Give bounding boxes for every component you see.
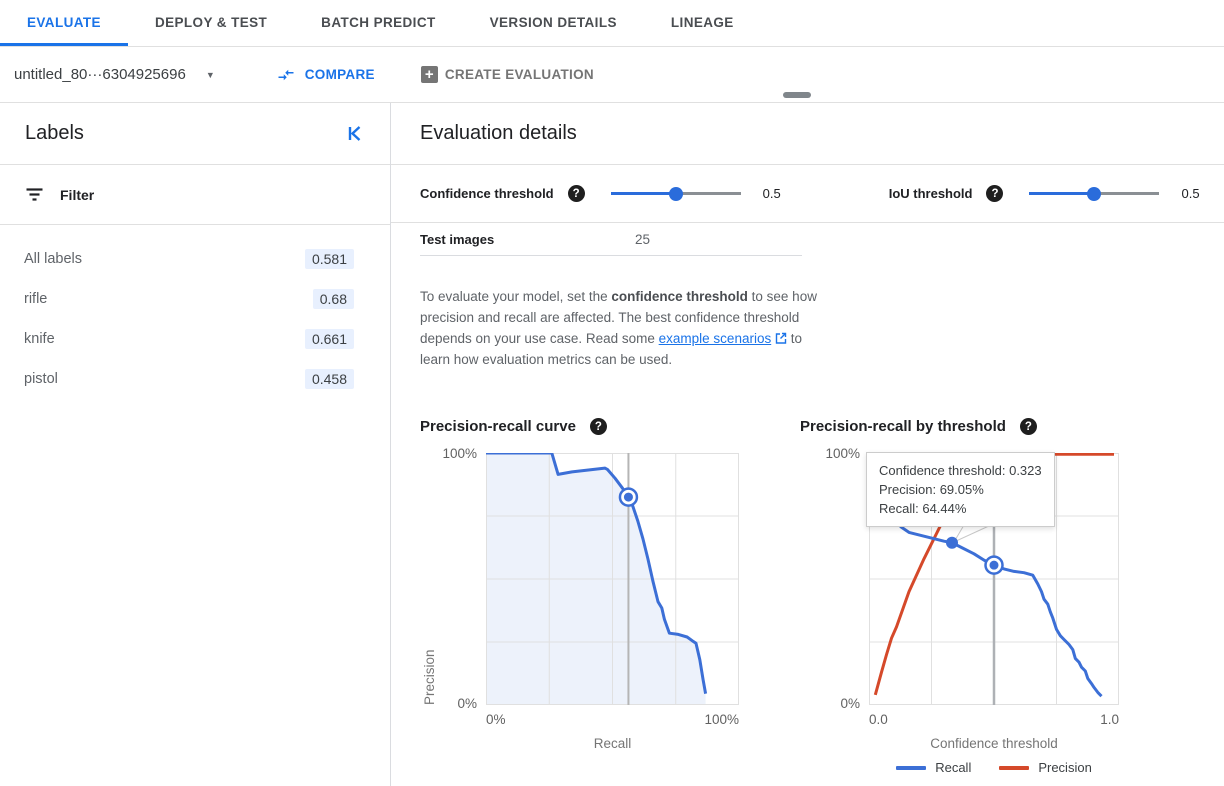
confidence-threshold-slider[interactable] xyxy=(610,186,741,201)
page-title: Evaluation details xyxy=(420,122,577,144)
chart-tooltip: Confidence threshold: 0.323 Precision: 6… xyxy=(866,452,1055,527)
collapse-panel-icon[interactable] xyxy=(346,124,365,143)
slider-thumb[interactable] xyxy=(1087,186,1102,201)
tab-bar: EVALUATE DEPLOY & TEST BATCH PREDICT VER… xyxy=(0,0,1224,47)
help-icon[interactable]: ? xyxy=(567,185,585,202)
label-score: 0.661 xyxy=(304,329,354,349)
threshold-controls: Confidence threshold ? 0.5 IoU threshold… xyxy=(391,165,1224,223)
y-axis-label: Precision xyxy=(422,649,437,705)
model-selector[interactable]: untitled_80···6304925696 ▼ xyxy=(14,66,215,83)
tab-evaluate[interactable]: EVALUATE xyxy=(0,0,128,46)
iou-threshold-group: IoU threshold ? 0.5 xyxy=(889,185,1200,202)
filter-label: Filter xyxy=(60,186,95,203)
legend-recall: Recall xyxy=(896,760,971,775)
x-axis-label: Confidence threshold xyxy=(930,736,1058,751)
label-name: pistol xyxy=(24,371,58,387)
confidence-threshold-group: Confidence threshold ? 0.5 xyxy=(420,185,781,202)
x-tick-100: 100% xyxy=(704,712,739,727)
y-tick-100: 100% xyxy=(442,446,477,461)
example-scenarios-link[interactable]: example scenarios xyxy=(658,331,772,346)
compare-button[interactable]: COMPARE xyxy=(277,66,375,84)
help-icon[interactable]: ? xyxy=(589,418,607,435)
chart-legend: Recall Precision xyxy=(869,760,1119,775)
iou-threshold-label: IoU threshold xyxy=(888,186,973,201)
filter-icon xyxy=(26,188,43,201)
help-icon[interactable]: ? xyxy=(1019,418,1037,435)
external-link-icon xyxy=(775,332,787,344)
toolbar: untitled_80···6304925696 ▼ COMPARE + CRE… xyxy=(0,47,1224,103)
label-row-knife[interactable]: knife 0.661 xyxy=(0,319,390,359)
y-tick-0: 0% xyxy=(457,696,477,711)
evaluation-description: To evaluate your model, set the confiden… xyxy=(420,289,817,367)
label-score: 0.581 xyxy=(304,249,354,269)
evaluation-panel: Evaluation details Confidence threshold … xyxy=(391,103,1224,786)
labels-panel-title: Labels xyxy=(25,122,84,144)
hovered-point-marker xyxy=(946,536,958,549)
test-images-label: Test images xyxy=(420,231,495,247)
precision-line-swatch xyxy=(999,765,1030,770)
filter-row[interactable]: Filter xyxy=(0,165,390,225)
x-tick-0: 0% xyxy=(486,712,506,727)
chart-title: Precision-recall curve xyxy=(420,418,576,435)
pr-threshold-plot[interactable]: Confidence threshold: 0.323 Precision: 6… xyxy=(866,452,1119,705)
iou-threshold-slider[interactable] xyxy=(1029,186,1160,201)
label-score: 0.68 xyxy=(312,289,354,309)
x-axis-label: Recall xyxy=(593,736,632,751)
iou-threshold-value: 0.5 xyxy=(1181,186,1200,201)
label-score: 0.458 xyxy=(304,369,354,389)
recall-line-swatch xyxy=(896,765,927,770)
label-list: All labels 0.581 rifle 0.68 knife 0.661 … xyxy=(0,225,390,399)
drag-handle[interactable] xyxy=(783,92,811,98)
plus-icon: + xyxy=(420,66,438,83)
legend-precision: Precision xyxy=(999,760,1092,775)
label-name: rifle xyxy=(24,291,48,307)
y-tick-0: 0% xyxy=(840,696,860,711)
label-name: All labels xyxy=(24,251,83,267)
test-images-value: 25 xyxy=(635,231,651,247)
compare-arrows-icon xyxy=(278,69,294,80)
help-icon[interactable]: ? xyxy=(986,185,1004,202)
label-row-all-labels[interactable]: All labels 0.581 xyxy=(0,239,390,279)
model-name: untitled_80···6304925696 xyxy=(14,66,186,83)
confidence-threshold-value: 0.5 xyxy=(762,186,781,201)
x-tick-1: 1.0 xyxy=(1100,712,1119,727)
tab-deploy-test[interactable]: DEPLOY & TEST xyxy=(154,15,268,30)
tab-lineage[interactable]: LINEAGE xyxy=(670,15,734,30)
pr-curve-plot[interactable] xyxy=(486,451,739,705)
tab-batch-predict[interactable]: BATCH PREDICT xyxy=(321,15,436,30)
label-name: knife xyxy=(24,331,55,347)
dropdown-arrow-icon: ▼ xyxy=(205,69,215,80)
tab-version-details[interactable]: VERSION DETAILS xyxy=(489,15,617,30)
y-tick-100: 100% xyxy=(825,446,860,461)
label-row-rifle[interactable]: rifle 0.68 xyxy=(0,279,390,319)
precision-recall-curve-chart: Precision-recall curve ? Precision 100% … xyxy=(420,418,739,775)
create-evaluation-button[interactable]: + CREATE EVALUATION xyxy=(420,66,594,83)
tooltip-precision: Precision: 69.05% xyxy=(879,482,984,497)
confidence-threshold-label: Confidence threshold xyxy=(420,186,554,201)
label-row-pistol[interactable]: pistol 0.458 xyxy=(0,359,390,399)
test-images-row: Test images 25 xyxy=(420,223,802,256)
create-evaluation-label: CREATE EVALUATION xyxy=(444,67,594,82)
tooltip-pointer xyxy=(952,524,992,544)
slider-thumb[interactable] xyxy=(668,186,683,201)
labels-panel: Labels Filter All labels 0.581 rifle 0.6… xyxy=(0,103,391,786)
precision-recall-by-threshold-chart: Precision-recall by threshold ? 100% 0% xyxy=(800,418,1119,775)
tooltip-recall: Recall: 64.44% xyxy=(879,501,967,516)
compare-label: COMPARE xyxy=(304,67,375,82)
x-tick-0: 0.0 xyxy=(869,712,888,727)
chart-title: Precision-recall by threshold xyxy=(800,418,1006,435)
tooltip-threshold: Confidence threshold: 0.323 xyxy=(879,463,1042,478)
